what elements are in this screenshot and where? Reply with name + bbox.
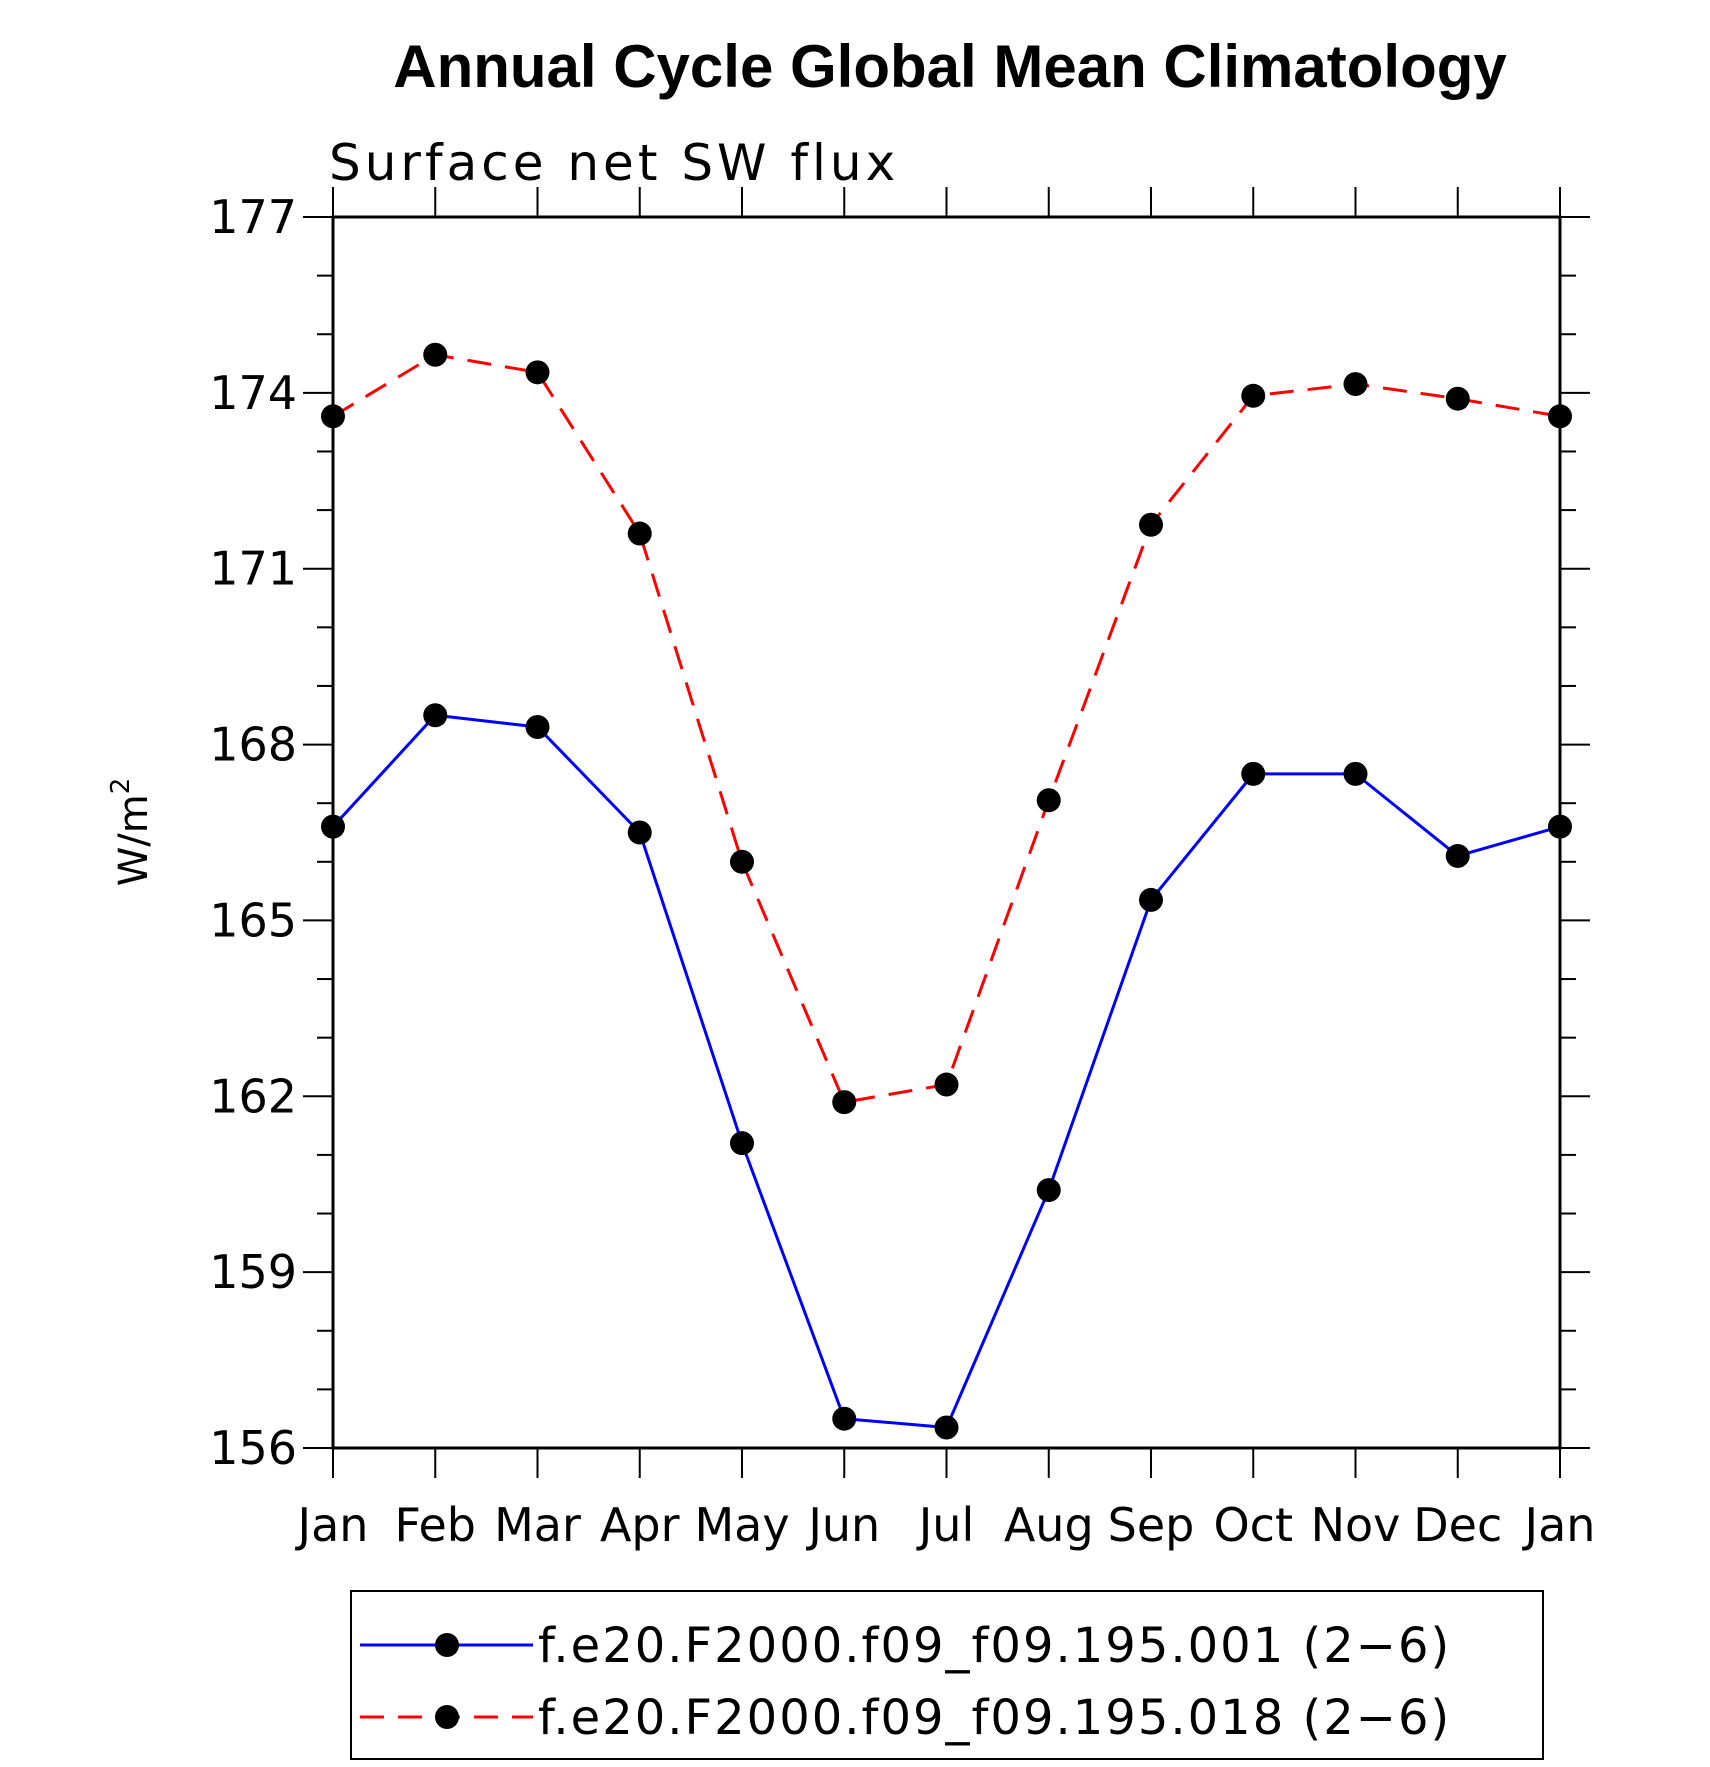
x-tick-label: Mar [494, 1498, 581, 1552]
x-tick-label: Oct [1213, 1498, 1293, 1552]
data-point [730, 1131, 754, 1156]
data-point [423, 342, 448, 367]
data-point [832, 1406, 857, 1431]
legend-box [350, 1590, 1544, 1760]
legend-label-2: f.e20.F2000.f09_f09.195.018 (2−6) [538, 1690, 1451, 1746]
data-series [321, 342, 1572, 1440]
legend-marker-2 [435, 1705, 459, 1729]
data-point [730, 849, 754, 874]
plot-frame [331, 215, 1562, 1450]
y-axis-label-text: W/m [111, 794, 157, 886]
y-axis-label: W/m2 [106, 778, 157, 887]
data-point [627, 820, 652, 845]
x-tick-label: Nov [1311, 1498, 1401, 1552]
y-tick-label: 159 [209, 1245, 297, 1299]
data-point [1139, 887, 1163, 912]
y-tick-labels: 156 159 162 165 168 171 174 177 [209, 190, 297, 1475]
x-tick-label: Jun [805, 1498, 880, 1552]
data-point [1343, 372, 1368, 397]
data-point [1241, 761, 1266, 786]
x-tick-label: Feb [395, 1498, 476, 1552]
data-point [1036, 1178, 1061, 1203]
x-tick-label: Jan [295, 1498, 369, 1552]
x-tick-label: Jan [1522, 1498, 1596, 1552]
series-line [332, 353, 1561, 1104]
y-tick-label: 156 [209, 1421, 297, 1475]
y-axis-label-superscript: 2 [106, 778, 136, 795]
data-point [1343, 761, 1368, 786]
y-tick-label: 165 [209, 893, 297, 947]
legend-entries: f.e20.F2000.f09_f09.195.001 (2−6) f.e20.F… [360, 1618, 1451, 1746]
series-line [331, 713, 1561, 1430]
data-point [525, 714, 550, 739]
data-point [423, 703, 448, 728]
legend-label-1: f.e20.F2000.f09_f09.195.001 (2−6) [538, 1618, 1451, 1674]
x-tick-labels: Jan Feb Mar Apr May Jun Jul Aug Sep Oct Nov Dec Jan [295, 1498, 1596, 1552]
data-point [1445, 386, 1470, 411]
data-point [627, 521, 652, 546]
axis-ticks [303, 187, 1590, 1478]
x-tick-label: Aug [1004, 1498, 1094, 1552]
y-tick-label: 171 [209, 542, 297, 596]
data-point [832, 1090, 857, 1115]
data-point [934, 1415, 959, 1440]
x-tick-label: Jul [916, 1498, 975, 1552]
x-tick-label: Apr [600, 1498, 680, 1552]
data-point [525, 360, 550, 385]
y-tick-label: 162 [209, 1069, 297, 1123]
series-1 [321, 703, 1572, 1440]
data-point [934, 1072, 959, 1097]
y-tick-label: 168 [209, 718, 297, 772]
y-tick-label: 177 [209, 190, 297, 244]
x-tick-label: May [694, 1498, 789, 1552]
legend-marker-1 [435, 1633, 459, 1657]
data-point [1241, 383, 1266, 408]
data-point [1445, 843, 1470, 868]
y-tick-label: 174 [209, 366, 297, 420]
x-tick-label: Sep [1108, 1498, 1195, 1552]
legend: f.e20.F2000.f09_f09.195.001 (2−6) f.e20.F… [350, 1590, 1544, 1760]
chart-subtitle: Surface net SW flux [329, 134, 899, 192]
series-2 [321, 342, 1572, 1115]
data-point [1139, 512, 1163, 537]
x-tick-label: Dec [1413, 1498, 1502, 1552]
data-point [1036, 788, 1061, 813]
chart-title: Annual Cycle Global Mean Climatology [393, 33, 1507, 100]
